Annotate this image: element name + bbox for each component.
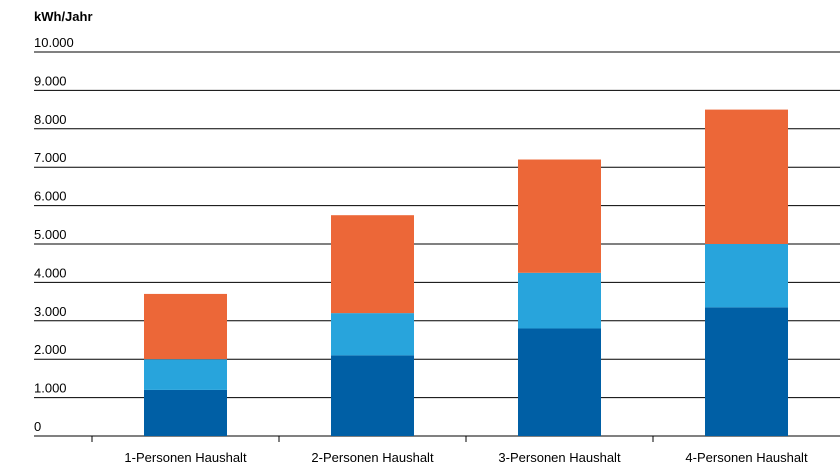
x-axis: 1-Personen Haushalt 2-Personen Haushalt 3-… [91,436,808,465]
bar-segment [144,389,227,436]
bar-segment [144,359,227,390]
bar-segment [518,272,601,329]
x-category-label: 2-Personen Haushalt [311,450,434,465]
bar-segment [331,313,414,356]
y-axis-title: kWh/Jahr [34,9,93,24]
y-tick-label: 5.000 [34,227,67,242]
y-tick-label: 7.000 [34,150,67,165]
y-tick-labels: 0 1.000 2.000 3.000 4.000 5.000 6.000 7.000 8.00… [34,35,74,434]
y-tick-label: 10.000 [34,35,74,50]
bars [144,109,788,436]
bar-segment [144,293,227,360]
bar-segment [331,215,414,314]
x-category-label: 4-Personen Haushalt [685,450,808,465]
bar-segment [705,307,788,436]
y-tick-label: 2.000 [34,342,67,357]
x-category-label: 1-Personen Haushalt [124,450,247,465]
y-tick-label: 6.000 [34,189,67,204]
y-tick-label: 0 [34,419,41,434]
bar-segment [518,328,601,436]
bar-segment [518,159,601,273]
y-tick-label: 1.000 [34,381,67,396]
y-tick-label: 9.000 [34,73,67,88]
x-category-label: 3-Personen Haushalt [498,450,621,465]
y-tick-label: 4.000 [34,265,67,280]
bar-segment [705,244,788,308]
y-tick-label: 3.000 [34,304,67,319]
bar-segment [705,109,788,244]
bar-segment [331,355,414,436]
y-tick-label: 8.000 [34,112,67,127]
